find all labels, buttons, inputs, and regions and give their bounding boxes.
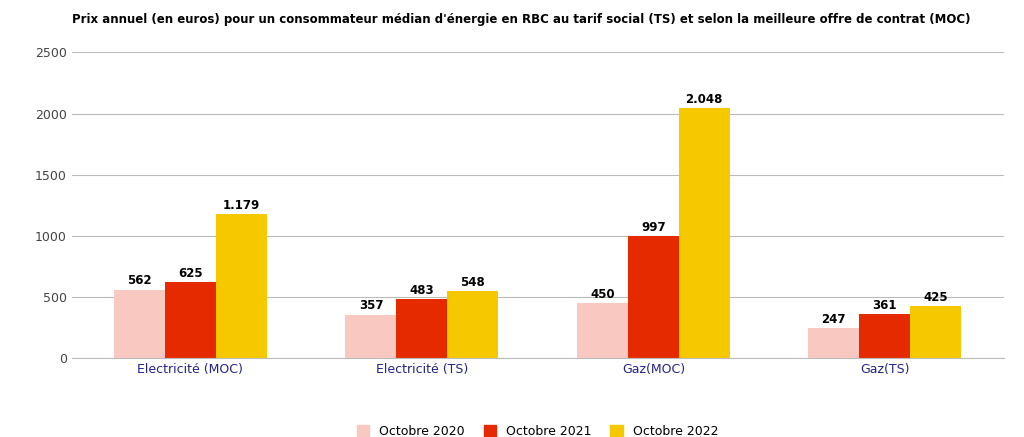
Bar <box>216 214 267 358</box>
Text: 483: 483 <box>410 284 434 297</box>
Bar <box>396 299 447 358</box>
Bar <box>577 303 628 358</box>
Text: 450: 450 <box>590 288 614 301</box>
Legend: Octobre 2020, Octobre 2021, Octobre 2022: Octobre 2020, Octobre 2021, Octobre 2022 <box>352 420 723 437</box>
Text: 247: 247 <box>821 313 846 326</box>
Bar <box>910 306 962 358</box>
Text: Prix annuel (en euros) pour un consommateur médian d'énergie en RBC au tarif soc: Prix annuel (en euros) pour un consommat… <box>72 13 970 26</box>
Text: 562: 562 <box>127 274 152 288</box>
Text: 1.179: 1.179 <box>222 199 260 212</box>
Bar <box>114 290 165 358</box>
Bar <box>808 328 859 358</box>
Text: 548: 548 <box>461 276 485 289</box>
Bar <box>859 314 910 358</box>
Text: 997: 997 <box>641 221 666 234</box>
Bar <box>679 108 730 358</box>
Text: 425: 425 <box>924 291 948 304</box>
Bar <box>447 291 499 358</box>
Text: 2.048: 2.048 <box>685 93 723 106</box>
Bar <box>165 282 216 358</box>
Text: 357: 357 <box>358 299 383 312</box>
Bar <box>628 236 679 358</box>
Text: 625: 625 <box>178 267 203 280</box>
Bar <box>345 315 396 358</box>
Text: 361: 361 <box>872 299 897 312</box>
